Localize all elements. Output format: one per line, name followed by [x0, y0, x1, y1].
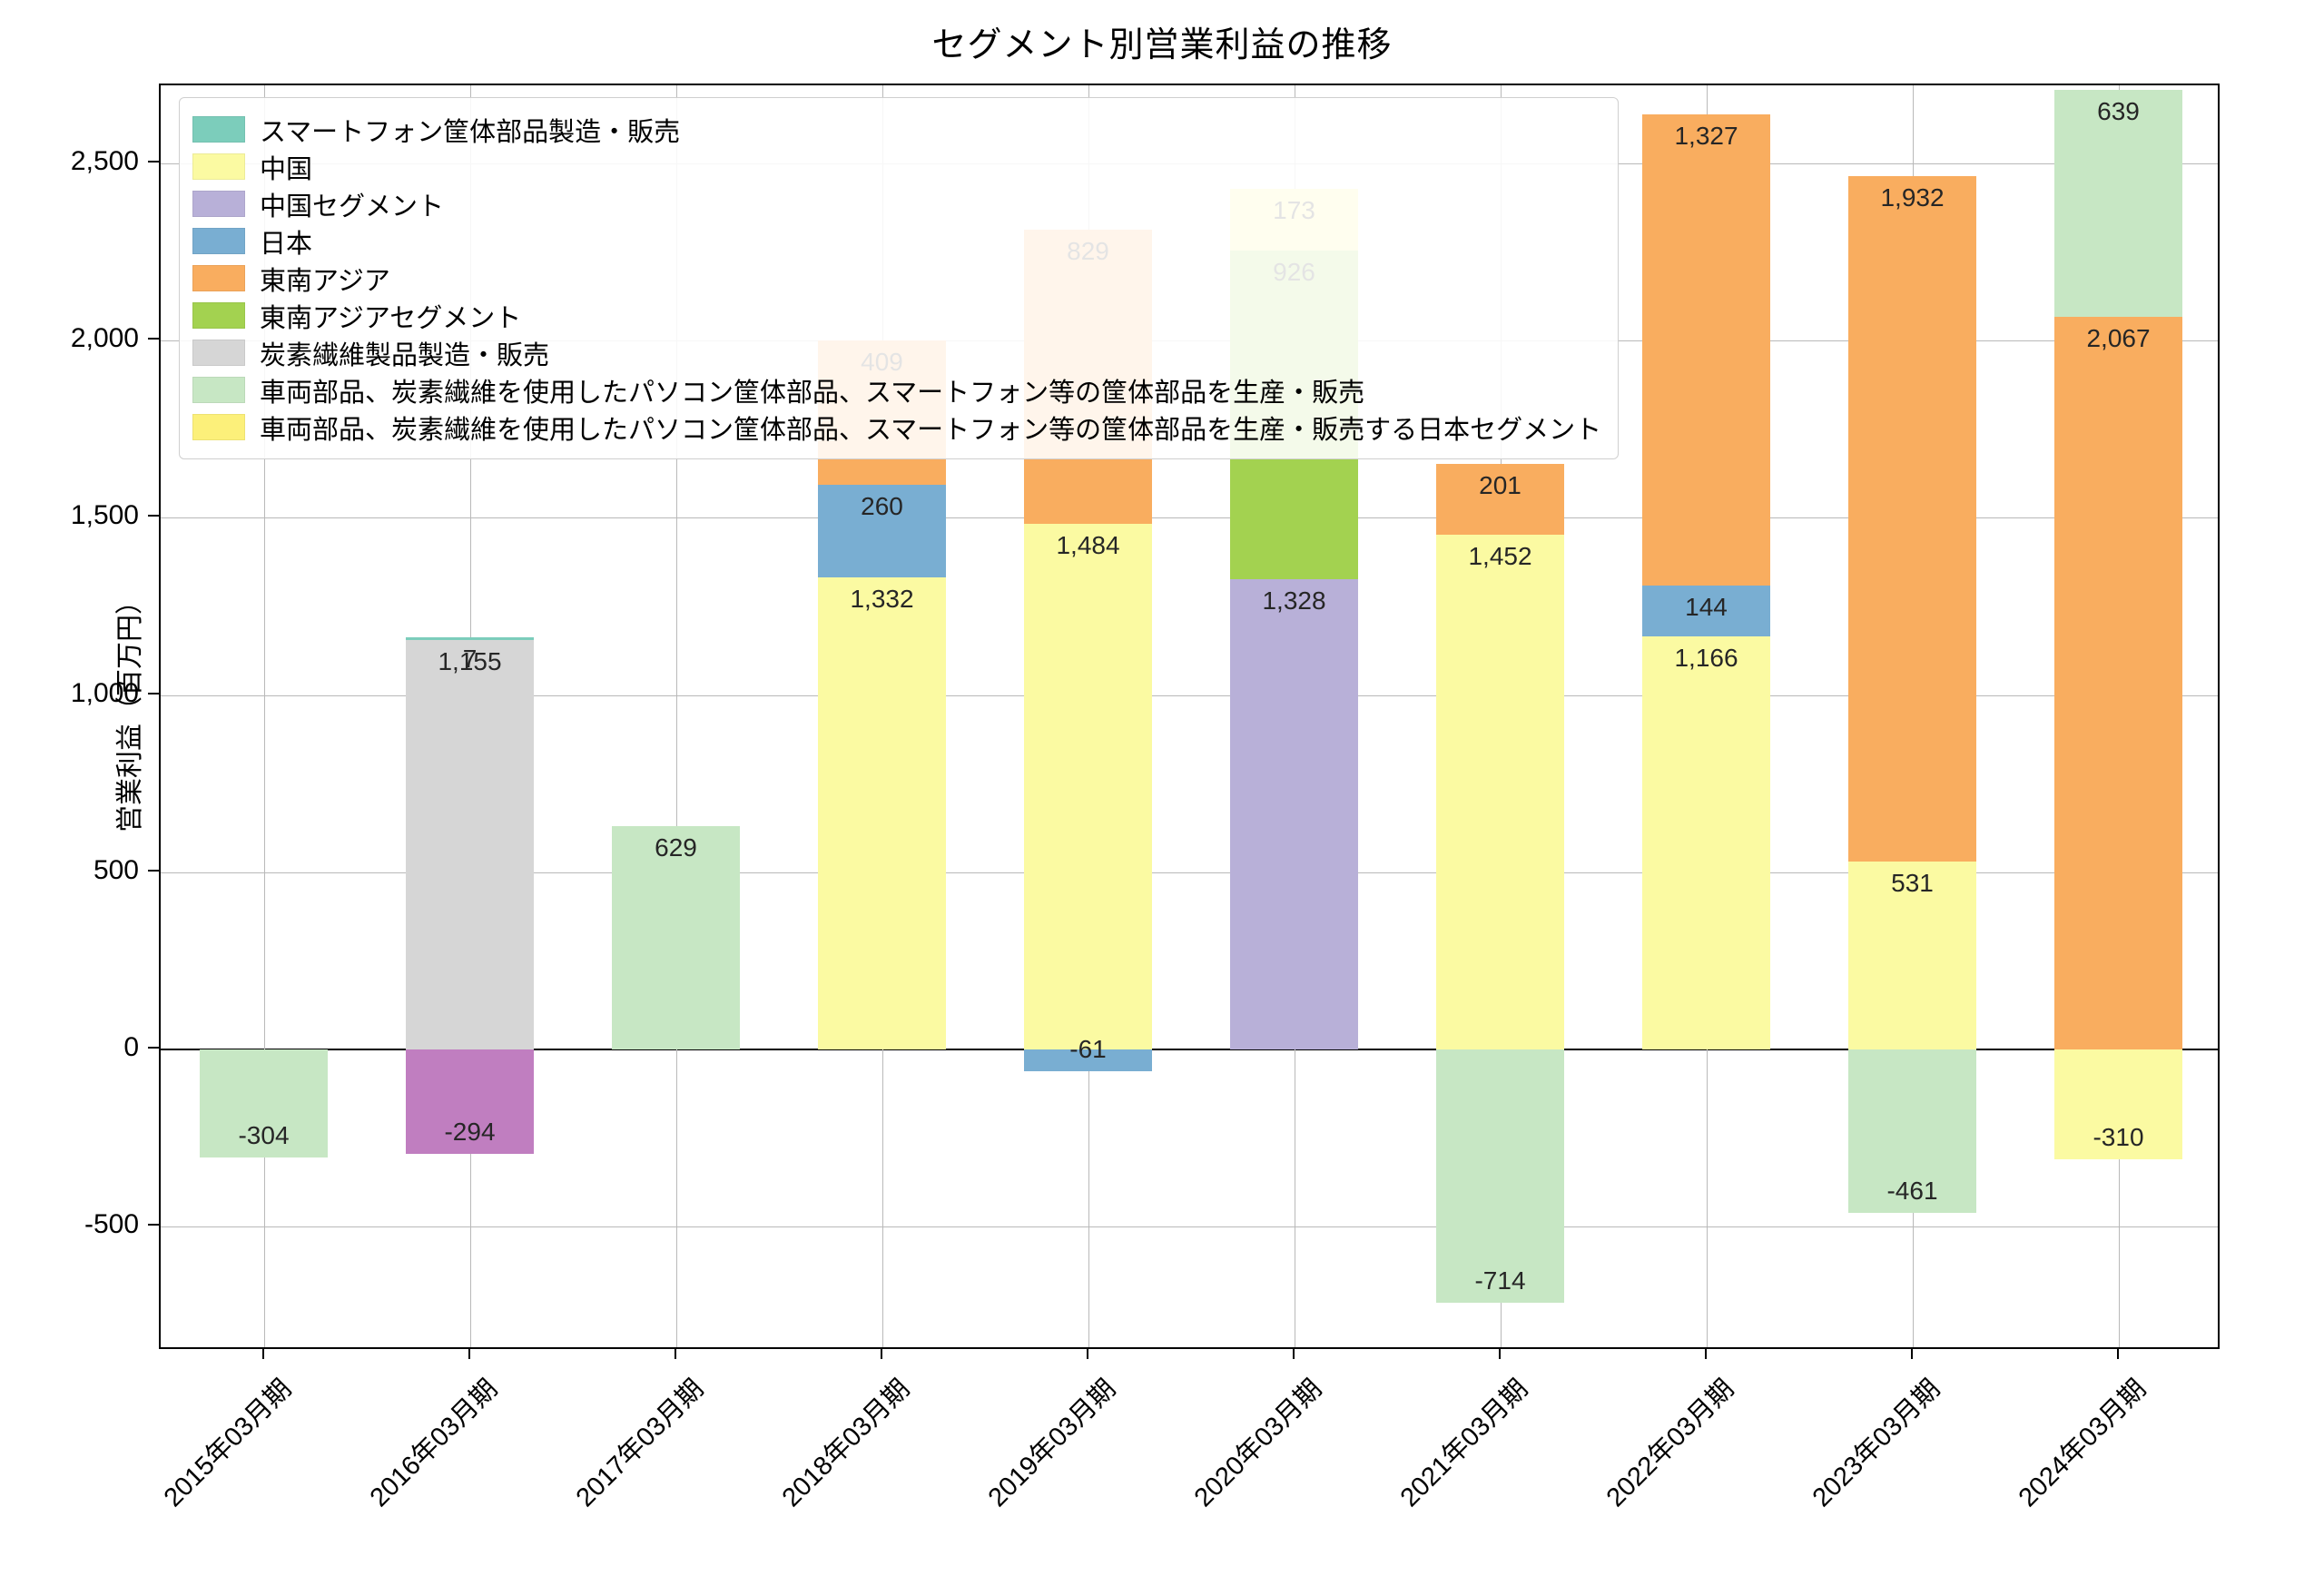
y-tick-mark — [148, 1047, 159, 1049]
x-tick-label: 2017年03月期 — [570, 1374, 709, 1513]
y-tick-mark — [148, 515, 159, 517]
x-tick-label: 2018年03月期 — [776, 1374, 915, 1513]
bar-segment[interactable] — [1024, 523, 1152, 1050]
legend-swatch-icon — [192, 414, 245, 440]
legend-item[interactable]: 東南アジア — [192, 260, 1601, 297]
gridline-horizontal — [161, 517, 2218, 519]
y-tick-label: 1,000 — [70, 677, 139, 708]
x-tick-mark — [261, 1349, 264, 1359]
bar-segment[interactable] — [1848, 861, 1976, 1050]
legend-swatch-icon — [192, 377, 245, 403]
legend-swatch-icon — [192, 153, 245, 180]
y-tick-label: 2,500 — [70, 145, 139, 176]
legend-swatch-icon — [192, 340, 245, 366]
x-tick-mark — [1086, 1349, 1088, 1359]
legend-item[interactable]: 車両部品、炭素繊維を使用したパソコン筐体部品、スマートフォン等の筐体部品を生産・… — [192, 409, 1601, 446]
y-tick-label: 2,000 — [70, 323, 139, 354]
bar-segment[interactable] — [1642, 585, 1770, 636]
bar-segment[interactable] — [818, 485, 946, 577]
legend-item-label: 東南アジア — [260, 266, 390, 296]
zero-line — [161, 1049, 2218, 1051]
bar-segment[interactable] — [818, 576, 946, 1050]
legend-item-label: スマートフォン筐体部品製造・販売 — [260, 117, 681, 147]
chart-legend: スマートフォン筐体部品製造・販売 中国中国セグメント 日本東南アジア東南アジアセグメ… — [179, 97, 1620, 459]
legend-item-label: 日本 — [260, 229, 313, 259]
legend-item[interactable]: 日本 — [192, 222, 1601, 260]
gridline-vertical — [264, 85, 265, 1347]
chart-root: セグメント別営業利益の推移 営業利益（百万円） -500 0 500 1,000 1,5… — [70, 26, 2220, 1512]
bar-segment[interactable] — [2054, 1049, 2182, 1160]
bar-segment[interactable] — [1642, 635, 1770, 1050]
legend-item[interactable]: スマートフォン筐体部品製造・販売 — [192, 111, 1601, 148]
bar-segment[interactable] — [406, 1049, 534, 1154]
x-tick-mark — [2116, 1349, 2119, 1359]
x-tick-label: 2015年03月期 — [158, 1374, 297, 1513]
legend-item-label: 東南アジアセグメント — [260, 303, 522, 333]
x-tick-label: 2021年03月期 — [1394, 1374, 1533, 1513]
bar-segment[interactable] — [612, 826, 740, 1050]
x-tick-label: 2023年03月期 — [1807, 1374, 1945, 1513]
bar-segment[interactable] — [2054, 316, 2182, 1050]
legend-item-label: 車両部品、炭素繊維を使用したパソコン筐体部品、スマートフォン等の筐体部品を生産・… — [260, 415, 1602, 445]
x-tick-label: 2019年03月期 — [982, 1374, 1121, 1513]
y-tick-label: 0 — [123, 1032, 139, 1063]
bar-segment[interactable] — [1848, 1049, 1976, 1214]
bar-segment[interactable] — [1436, 535, 1564, 1050]
chart-title: セグメント別営業利益の推移 — [931, 26, 1393, 64]
y-tick-mark — [148, 338, 159, 340]
y-tick-mark — [148, 869, 159, 872]
bar-segment[interactable] — [200, 1049, 328, 1157]
legend-item-label: 中国セグメント — [260, 192, 445, 222]
x-tick-label: 2016年03月期 — [364, 1374, 503, 1513]
y-axis-label: 営業利益（百万円） — [115, 587, 145, 832]
bar-segment[interactable] — [2054, 90, 2182, 317]
y-tick-label: 500 — [93, 854, 139, 885]
x-tick-mark — [674, 1349, 676, 1359]
legend-item[interactable]: 炭素繊維製品製造・販売 — [192, 334, 1601, 371]
x-tick-label: 2020年03月期 — [1188, 1374, 1327, 1513]
legend-item[interactable]: 東南アジアセグメント — [192, 297, 1601, 334]
bar-segment[interactable] — [406, 637, 534, 641]
legend-item-label: 中国 — [260, 154, 313, 184]
gridline-vertical — [676, 85, 677, 1347]
legend-swatch-icon — [192, 228, 245, 254]
x-tick-mark — [1910, 1349, 1913, 1359]
legend-swatch-icon — [192, 116, 245, 143]
legend-swatch-icon — [192, 191, 245, 217]
y-tick-label: -500 — [84, 1209, 139, 1240]
x-tick-mark — [1292, 1349, 1295, 1359]
legend-swatch-icon — [192, 302, 245, 329]
x-tick-label: 2022年03月期 — [1600, 1374, 1739, 1513]
x-tick-mark — [1704, 1349, 1707, 1359]
legend-swatch-icon — [192, 265, 245, 291]
gridline-horizontal — [161, 1226, 2218, 1228]
bar-segment[interactable] — [1230, 578, 1358, 1050]
bar-segment[interactable] — [1642, 114, 1770, 586]
gridline-horizontal — [161, 872, 2218, 873]
bar-segment[interactable] — [1024, 1049, 1152, 1071]
legend-item[interactable]: 車両部品、炭素繊維を使用したパソコン筐体部品、スマートフォン等の筐体部品を生産・… — [192, 371, 1601, 409]
x-tick-mark — [1498, 1349, 1501, 1359]
bar-segment[interactable] — [1436, 1049, 1564, 1303]
x-tick-mark — [468, 1349, 470, 1359]
legend-item[interactable]: 中国 — [192, 148, 1601, 185]
legend-item-label: 車両部品、炭素繊維を使用したパソコン筐体部品、スマートフォン等の筐体部品を生産・… — [260, 378, 1365, 408]
x-tick-label: 2024年03月期 — [2013, 1374, 2152, 1513]
legend-item[interactable]: 中国セグメント — [192, 185, 1601, 222]
y-tick-mark — [148, 1224, 159, 1226]
bar-segment[interactable] — [1436, 463, 1564, 536]
bar-segment[interactable] — [406, 640, 534, 1050]
bar-segment[interactable] — [1848, 176, 1976, 862]
gridline-horizontal — [161, 694, 2218, 696]
y-tick-label: 1,500 — [70, 500, 139, 531]
y-tick-mark — [148, 160, 159, 163]
x-tick-mark — [880, 1349, 882, 1359]
y-tick-mark — [148, 692, 159, 694]
plot-area: -3041,1557-2946291,3322604091,484829-611… — [159, 84, 2220, 1349]
legend-item-label: 炭素繊維製品製造・販売 — [260, 340, 550, 370]
